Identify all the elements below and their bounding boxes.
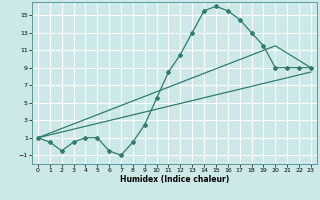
X-axis label: Humidex (Indice chaleur): Humidex (Indice chaleur) — [120, 175, 229, 184]
